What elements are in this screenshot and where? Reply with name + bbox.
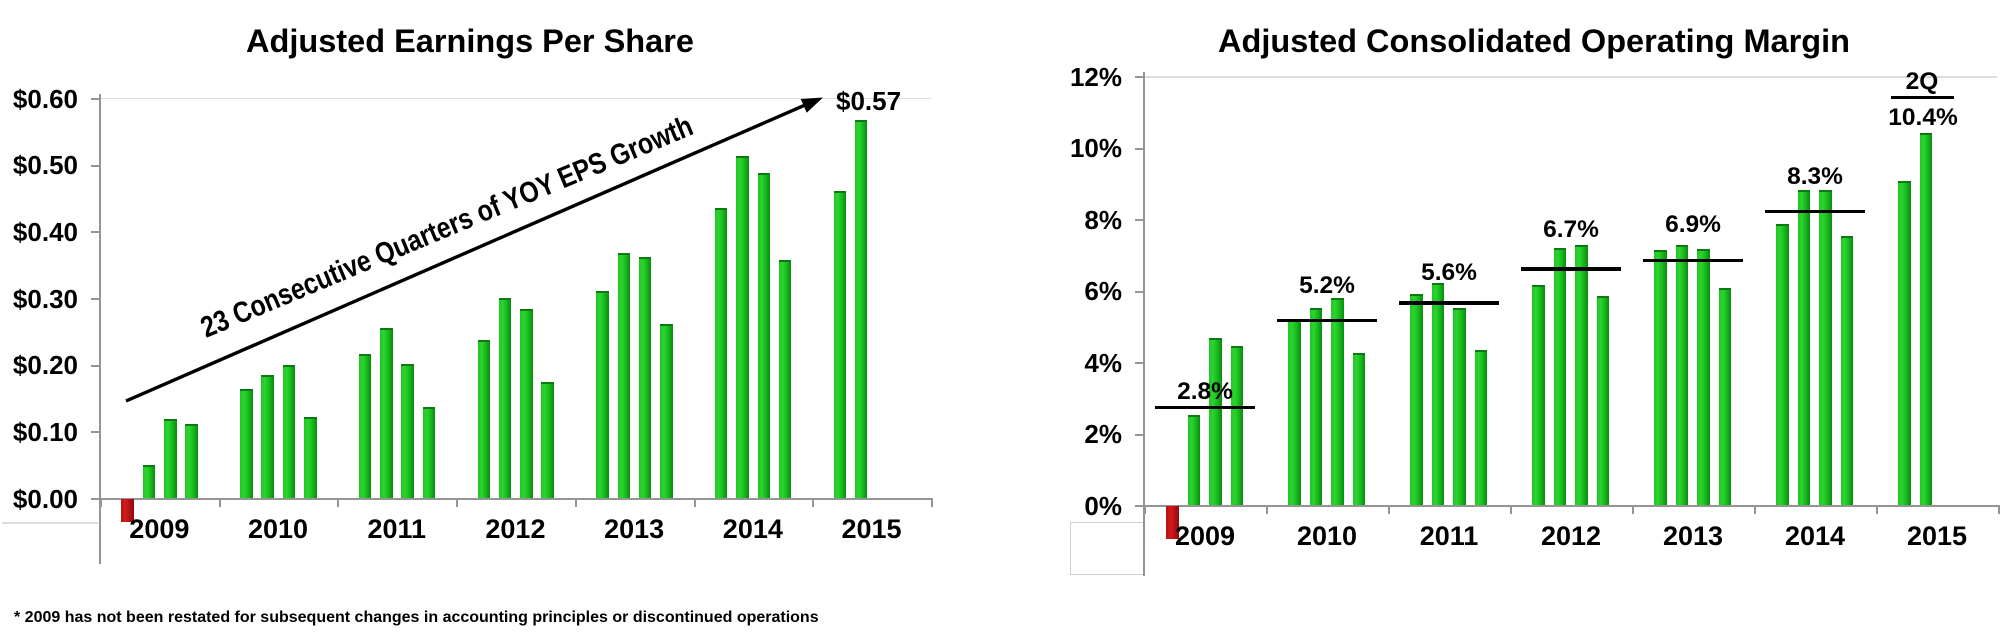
- svg-text:23 Consecutive Quarters of YOY: 23 Consecutive Quarters of YOY EPS Growt…: [196, 109, 698, 344]
